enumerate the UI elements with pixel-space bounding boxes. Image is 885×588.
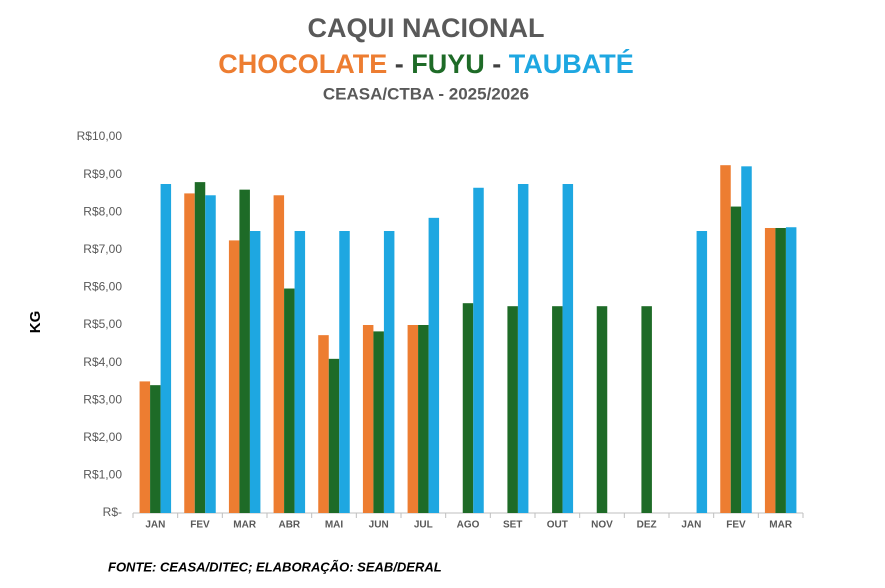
bar: [473, 187, 484, 513]
bar: [328, 358, 340, 513]
y-tick-label: R$3,00: [83, 392, 122, 406]
y-tick-label: R$5,00: [83, 317, 122, 331]
bar: [294, 231, 306, 513]
y-axis-label: KG: [27, 311, 44, 334]
x-tick-label: OUT: [547, 520, 568, 531]
series-title: CHOCOLATE - FUYU - TAUBATÉ: [218, 48, 634, 79]
chart-title: CAQUI NACIONAL: [308, 13, 545, 43]
bar: [552, 306, 563, 513]
x-tick-label: AGO: [457, 520, 480, 531]
bar: [720, 165, 731, 513]
x-tick-label: NOV: [591, 520, 613, 531]
y-tick-label: R$6,00: [83, 280, 122, 294]
bar: [785, 227, 797, 514]
separator: -: [492, 49, 501, 79]
series-name: TAUBATÉ: [509, 48, 634, 79]
separator: -: [395, 49, 404, 79]
y-tick-label: R$2,00: [83, 430, 122, 444]
bar: [194, 182, 206, 513]
x-tick-label: FEV: [190, 520, 210, 531]
bar: [407, 325, 419, 513]
y-tick-label: R$1,00: [83, 468, 122, 482]
bar: [284, 288, 295, 513]
bar: [562, 184, 574, 513]
x-tick-label: MAR: [233, 520, 257, 531]
x-tick-label: FEV: [726, 520, 746, 531]
subtitle: CEASA/CTBA - 2025/2026: [323, 84, 529, 103]
x-tick-label: JAN: [145, 520, 165, 531]
y-tick-label: R$7,00: [83, 242, 122, 256]
bar: [184, 193, 195, 513]
bar: [418, 325, 429, 513]
bar: [741, 166, 752, 513]
bar: [318, 335, 329, 513]
bar: [696, 231, 708, 513]
bar: [596, 306, 608, 513]
x-tick-label: SET: [503, 520, 522, 531]
bar: [373, 331, 384, 513]
x-tick-label: JUL: [414, 520, 433, 531]
x-tick-label: JAN: [681, 520, 701, 531]
x-tick-label: DEZ: [637, 520, 657, 531]
bar: [641, 306, 652, 513]
bar: [150, 385, 161, 513]
bar: [205, 195, 216, 513]
bar: [339, 231, 350, 513]
y-tick-label: R$9,00: [83, 167, 122, 181]
bar: [775, 227, 786, 513]
series-name: CHOCOLATE: [218, 49, 387, 79]
bar: [273, 195, 285, 513]
bar: [139, 381, 151, 513]
bar: [507, 306, 518, 513]
bar: [362, 325, 374, 513]
bar: [239, 189, 250, 513]
x-tick-label: JUN: [369, 520, 389, 531]
bar: [764, 227, 776, 513]
bar: [160, 184, 172, 513]
x-tick-label: MAR: [769, 520, 793, 531]
bar: [228, 240, 240, 513]
x-tick-label: MAI: [325, 520, 344, 531]
series-name: FUYU: [411, 49, 485, 79]
bar: [249, 231, 261, 513]
x-tick-label: ABR: [278, 520, 300, 531]
bar: [517, 184, 529, 513]
y-tick-label: R$-: [103, 505, 122, 519]
bar: [428, 217, 440, 513]
bar: [462, 303, 474, 513]
y-tick-label: R$8,00: [83, 204, 122, 218]
y-tick-label: R$4,00: [83, 355, 122, 369]
bar: [730, 206, 742, 513]
bar: [383, 231, 395, 513]
y-tick-label: R$10,00: [77, 129, 123, 143]
source-note: FONTE: CEASA/DITEC; ELABORAÇÃO: SEAB/DER…: [108, 559, 442, 574]
